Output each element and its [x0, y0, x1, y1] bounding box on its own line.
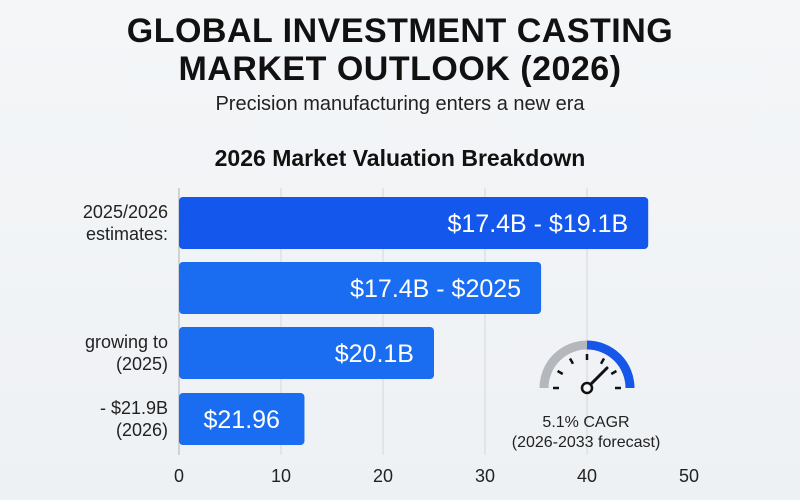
gauge-track [539, 340, 588, 389]
data-label: $20.1B [335, 340, 414, 368]
forecast-label: (2026-2033 forecast) [511, 434, 661, 451]
x-tick-label: 40 [577, 466, 597, 486]
subtitle: Precision manufacturing enters a new era [215, 93, 585, 115]
title: GLOBAL INVESTMENT CASTING MARKET OUTLOOK… [0, 12, 800, 88]
category-label-line: estimates: [85, 224, 168, 244]
category-label-line: growing to [84, 332, 168, 352]
gauge-tick [599, 357, 606, 365]
gauge-tick [610, 369, 618, 376]
x-tick-label: 0 [174, 466, 184, 486]
category-label-line: 2025/2026 [82, 202, 168, 222]
data-label: $21.96 [203, 406, 279, 434]
data-label: $17.4B - $2025 [350, 275, 521, 303]
gauge-fill [586, 340, 635, 389]
category-label-line: (2026) [115, 420, 168, 440]
x-tick-label: 50 [679, 466, 699, 486]
gauge-tick [556, 369, 564, 376]
category-label-line: - $21.9B [99, 398, 168, 418]
x-tick-label: 10 [271, 466, 291, 486]
bar [179, 197, 649, 249]
bar [179, 262, 542, 314]
gauge-tick [568, 357, 575, 365]
category-label: 2025/2026 estimates: [83, 201, 168, 245]
x-tick-label: 30 [475, 466, 495, 486]
category-label-line: (2025) [115, 354, 168, 374]
category-label: growing to (2025) [85, 331, 168, 375]
gauge-caption: 5.1% CAGR (2026-2033 forecast) [486, 413, 686, 453]
data-label: $17.4B - $19.1B [447, 210, 628, 238]
gauge-hub [580, 381, 594, 395]
bar [179, 393, 305, 445]
x-tick-label: 20 [373, 466, 393, 486]
category-label: - $21.9B (2026) [100, 397, 168, 441]
cagr-label: 5.1% CAGR [542, 414, 630, 431]
title-line-2: MARKET OUTLOOK (2026) [178, 50, 622, 88]
chart-title: 2026 Market Valuation Breakdown [214, 145, 586, 171]
title-line-1: GLOBAL INVESTMENT CASTING [126, 12, 674, 50]
bar [179, 327, 434, 379]
